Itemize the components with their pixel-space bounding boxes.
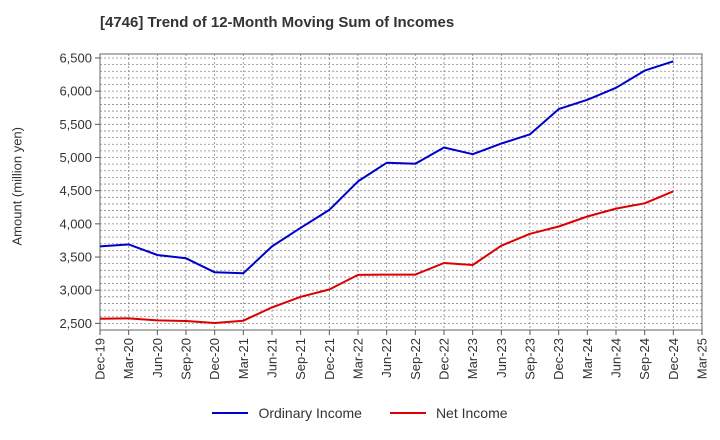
chart-title: [4746] Trend of 12-Month Moving Sum of I… [100, 14, 455, 31]
y-tick-label: 4,000 [59, 216, 92, 231]
y-tick-label: 5,500 [59, 117, 92, 132]
y-tick-label: 4,500 [59, 183, 92, 198]
legend-item-ordinary-income: Ordinary Income [212, 405, 362, 421]
plot-area [100, 54, 702, 330]
x-tick-label: Mar-20 [121, 338, 136, 379]
x-tick-label: Jun-20 [150, 338, 165, 378]
x-tick-label: Mar-22 [351, 338, 366, 379]
x-tick-label: Sep-20 [179, 338, 194, 380]
x-tick-label: Mar-23 [465, 338, 480, 379]
x-tick-label: Mar-21 [236, 338, 251, 379]
x-tick-label: Jun-24 [609, 338, 624, 378]
x-tick-label: Jun-22 [379, 338, 394, 378]
x-tick-label: Mar-25 [695, 338, 710, 379]
legend: Ordinary Income Net Income [0, 405, 720, 421]
y-tick-label: 3,500 [59, 250, 92, 265]
x-tick-label: Sep-23 [523, 338, 538, 380]
legend-swatch-net-income [389, 412, 426, 414]
y-tick-label: 3,000 [59, 283, 92, 298]
x-tick-label: Dec-20 [207, 338, 222, 380]
y-tick-label: 6,000 [59, 84, 92, 99]
y-tick-label: 2,500 [59, 316, 92, 331]
y-tick-label: 5,000 [59, 150, 92, 165]
legend-label-ordinary-income: Ordinary Income [258, 405, 362, 421]
series-line-ordinary-income [99, 60, 674, 275]
series-line-net-income [99, 190, 674, 324]
x-tick-label: Dec-23 [551, 338, 566, 380]
x-tick-label: Sep-21 [293, 338, 308, 380]
x-tick-label: Sep-22 [408, 338, 423, 380]
x-tick-label: Jun-21 [265, 338, 280, 378]
x-tick-label: Dec-22 [437, 338, 452, 380]
legend-label-net-income: Net Income [435, 405, 508, 421]
x-tick-label: Dec-19 [93, 338, 108, 380]
legend-swatch-ordinary-income [212, 412, 249, 414]
x-tick-label: Mar-24 [580, 338, 595, 379]
legend-item-net-income: Net Income [389, 405, 508, 421]
x-tick-label: Jun-23 [494, 338, 509, 378]
plot-frame [99, 53, 703, 331]
x-tick-label: Sep-24 [637, 338, 652, 380]
x-tick-label: Dec-21 [322, 338, 337, 380]
x-tick-label: Dec-24 [666, 338, 681, 380]
y-tick-label: 6,500 [59, 50, 92, 65]
